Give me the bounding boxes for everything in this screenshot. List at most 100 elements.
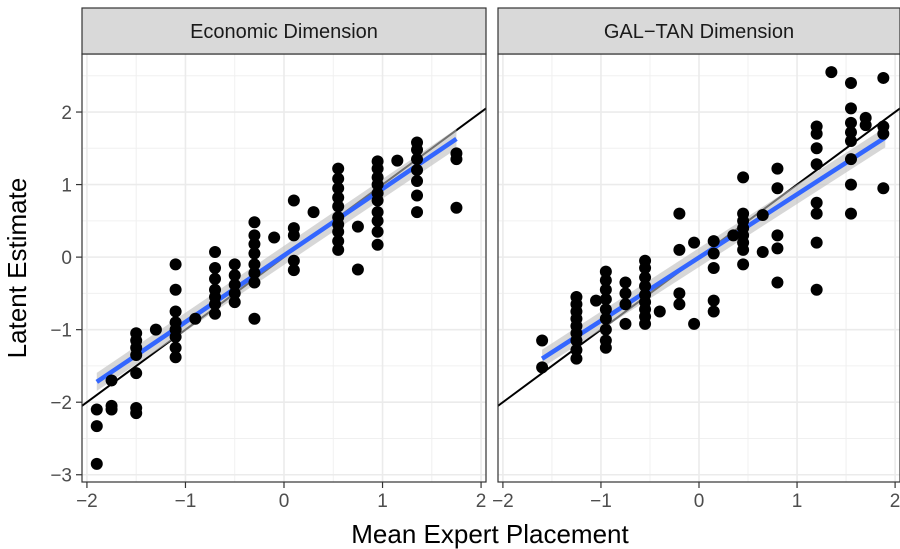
y-tick-label: 2: [61, 103, 72, 124]
x-tick-label: −1: [175, 491, 197, 512]
data-point: [411, 189, 424, 202]
data-point: [844, 207, 857, 220]
data-point: [287, 194, 300, 207]
x-axis-title: Mean Expert Placement: [351, 519, 629, 549]
data-point: [844, 77, 857, 90]
data-point: [228, 269, 241, 282]
data-point: [737, 171, 750, 184]
data-point: [90, 403, 103, 416]
x-tick-label: 2: [476, 491, 487, 512]
data-point: [450, 153, 463, 166]
x-tick-label: 0: [279, 491, 290, 512]
x-tick-label: 2: [890, 491, 900, 512]
data-point: [248, 267, 261, 280]
data-point: [707, 294, 720, 307]
data-point: [599, 283, 612, 296]
data-point: [771, 182, 784, 195]
y-tick-label: 0: [61, 248, 72, 269]
data-point: [287, 254, 300, 267]
data-point: [332, 225, 345, 238]
data-point: [371, 214, 384, 227]
data-point: [599, 323, 612, 336]
data-point: [771, 229, 784, 242]
data-point: [756, 209, 769, 222]
data-point: [570, 334, 583, 347]
plot-layer: [498, 66, 900, 407]
data-point: [877, 127, 890, 140]
data-point: [599, 303, 612, 316]
data-point: [371, 162, 384, 175]
strip-background: [497, 7, 900, 55]
data-point: [248, 238, 261, 251]
data-point: [653, 305, 666, 318]
data-point: [332, 243, 345, 256]
data-point: [169, 351, 182, 364]
data-point: [590, 294, 603, 307]
data-point: [737, 243, 750, 256]
data-point: [332, 182, 345, 195]
data-point: [877, 182, 890, 195]
data-point: [639, 280, 652, 293]
data-point: [105, 399, 118, 412]
data-point: [810, 127, 823, 140]
data-point: [228, 287, 241, 300]
data-point: [599, 341, 612, 354]
data-point: [639, 271, 652, 284]
data-point: [248, 258, 261, 271]
data-point: [287, 229, 300, 242]
data-point: [570, 352, 583, 365]
data-point: [169, 341, 182, 354]
x-tick-label: −2: [492, 491, 514, 512]
data-point: [877, 71, 890, 84]
data-point: [450, 201, 463, 214]
data-point: [707, 247, 720, 260]
data-point: [411, 143, 424, 156]
fit-line: [95, 137, 458, 384]
data-point: [639, 317, 652, 330]
data-point: [673, 207, 686, 220]
data-point: [332, 172, 345, 185]
data-point: [371, 225, 384, 238]
data-point: [810, 283, 823, 296]
data-point: [248, 276, 261, 289]
x-tick-label: −2: [76, 491, 98, 512]
data-point: [130, 327, 143, 340]
data-point: [169, 330, 182, 343]
y-axis-title: Latent Estimate: [2, 178, 32, 359]
data-point: [169, 258, 182, 271]
data-point: [810, 142, 823, 155]
data-point: [844, 126, 857, 139]
x-tick-label: 0: [694, 491, 705, 512]
data-point: [707, 235, 720, 248]
data-point: [688, 236, 701, 249]
data-point: [332, 162, 345, 175]
data-point: [844, 135, 857, 148]
data-point: [411, 164, 424, 177]
data-point: [351, 220, 364, 233]
strip-label: Economic Dimension: [190, 21, 378, 43]
data-point: [371, 178, 384, 191]
data-point: [599, 312, 612, 325]
panel-2: GAL−TAN Dimension −2 −1 0 1 2: [492, 7, 900, 512]
y-tick-label: −2: [50, 393, 72, 414]
data-point: [209, 307, 222, 320]
data-point: [332, 235, 345, 248]
data-point: [825, 66, 838, 79]
data-point: [105, 374, 118, 387]
data-point: [737, 258, 750, 271]
data-point: [536, 361, 549, 374]
data-point: [639, 262, 652, 274]
data-point: [619, 276, 632, 289]
strip-background: [81, 7, 487, 55]
data-point: [287, 264, 300, 277]
data-point: [228, 296, 241, 309]
data-point: [599, 293, 612, 306]
data-point: [169, 283, 182, 296]
y-tick-label: −1: [50, 321, 72, 342]
data-point: [90, 457, 103, 470]
data-point: [189, 312, 202, 325]
data-point: [209, 298, 222, 311]
data-point: [228, 258, 241, 271]
data-point: [599, 274, 612, 287]
